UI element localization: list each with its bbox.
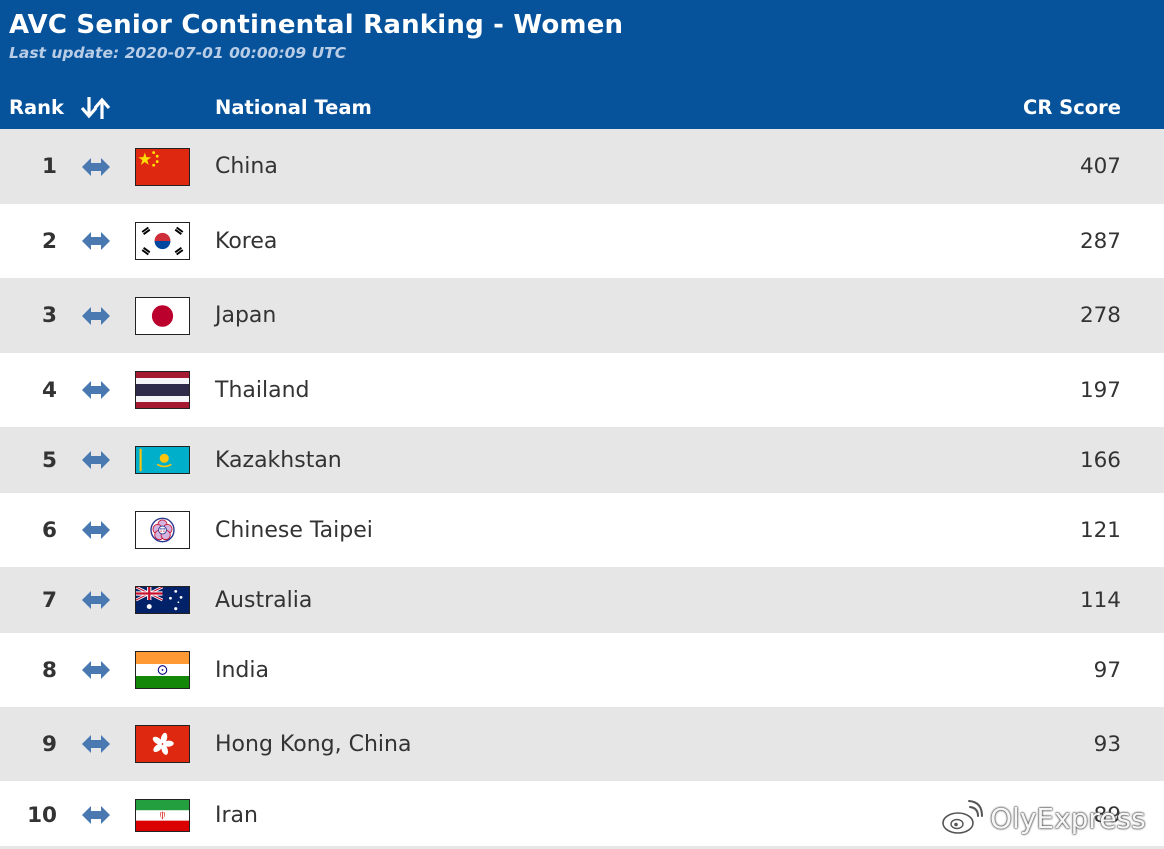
rank-cell: 10 <box>27 802 57 828</box>
team-name[interactable]: China <box>215 154 278 179</box>
score-cell: 166 <box>1079 447 1121 473</box>
rank-cell: 8 <box>42 657 57 683</box>
korea-flag-icon <box>135 222 190 260</box>
team-name[interactable]: Japan <box>215 303 277 328</box>
last-update-text: Last update: 2020-07-01 00:00:09 UTC <box>9 44 347 62</box>
table-row[interactable]: 1 China 407 <box>0 129 1164 204</box>
table-row[interactable]: 4 Thailand 197 <box>0 353 1164 427</box>
no-change-arrows-icon <box>82 806 110 824</box>
ranking-table: 1 China 407 2 Korea <box>0 129 1164 849</box>
watermark: OlyExpress <box>940 798 1146 838</box>
header-bar: AVC Senior Continental Ranking - Women L… <box>0 0 1164 129</box>
table-row[interactable]: 6 Chinese Taipei 121 <box>0 493 1164 567</box>
no-change-arrows-icon <box>82 157 110 176</box>
table-row[interactable]: 5 Kazakhstan 166 <box>0 427 1164 493</box>
china-flag-icon <box>135 147 190 186</box>
table-row[interactable]: 2 Korea 287 <box>0 204 1164 278</box>
score-cell: 121 <box>1079 517 1121 543</box>
score-cell: 197 <box>1079 377 1121 403</box>
sort-arrows-icon[interactable] <box>80 93 112 123</box>
column-header-team[interactable]: National Team <box>215 96 372 119</box>
australia-flag-icon <box>135 586 190 614</box>
score-cell: 407 <box>1079 154 1121 179</box>
no-change-arrows-icon <box>82 306 110 325</box>
score-cell: 114 <box>1079 587 1121 613</box>
rank-cell: 4 <box>42 377 57 403</box>
india-flag-icon <box>135 651 190 689</box>
iran-flag-icon <box>135 799 190 832</box>
column-header-score[interactable]: CR Score <box>1023 96 1121 119</box>
no-change-arrows-icon <box>82 451 110 469</box>
page-title: AVC Senior Continental Ranking - Women <box>9 10 624 40</box>
no-change-arrows-icon <box>82 381 110 399</box>
weibo-logo-icon <box>942 800 983 834</box>
table-bottom-border <box>0 846 1164 849</box>
team-name[interactable]: Thailand <box>215 377 310 403</box>
table-row[interactable]: 9 Hong Kong, China 93 <box>0 707 1164 781</box>
rank-cell: 5 <box>42 447 57 473</box>
score-cell: 287 <box>1079 228 1121 254</box>
rank-cell: 6 <box>42 517 57 543</box>
rank-cell: 7 <box>42 587 57 613</box>
rank-cell: 9 <box>42 731 57 757</box>
table-row[interactable]: 8 India 97 <box>0 633 1164 707</box>
score-cell: 93 <box>1093 731 1121 757</box>
table-row[interactable]: 10 Iran 89 <box>0 781 1164 849</box>
no-change-arrows-icon <box>82 735 110 753</box>
no-change-arrows-icon <box>82 232 110 250</box>
score-cell: 97 <box>1093 657 1121 683</box>
rank-cell: 2 <box>42 228 57 254</box>
team-name[interactable]: Chinese Taipei <box>215 517 373 543</box>
no-change-arrows-icon <box>82 591 110 609</box>
score-cell: 278 <box>1079 303 1121 328</box>
watermark-text: OlyExpress <box>990 801 1146 835</box>
team-name[interactable]: Kazakhstan <box>215 447 342 473</box>
team-name[interactable]: Hong Kong, China <box>215 731 412 757</box>
team-name[interactable]: Iran <box>215 802 258 828</box>
team-name[interactable]: India <box>215 657 269 683</box>
column-header-rank[interactable]: Rank <box>9 96 65 119</box>
japan-flag-icon <box>135 296 190 335</box>
rank-cell: 3 <box>42 303 57 328</box>
team-name[interactable]: Korea <box>215 228 278 254</box>
chinese-taipei-flag-icon <box>135 511 190 549</box>
no-change-arrows-icon <box>82 521 110 539</box>
thailand-flag-icon <box>135 371 190 409</box>
rank-cell: 1 <box>42 154 57 179</box>
kazakhstan-flag-icon <box>135 446 190 474</box>
team-name[interactable]: Australia <box>215 587 313 613</box>
hong-kong-flag-icon <box>135 725 190 763</box>
table-row[interactable]: 7 Australia 114 <box>0 567 1164 633</box>
table-row[interactable]: 3 Japan 278 <box>0 278 1164 353</box>
no-change-arrows-icon <box>82 661 110 679</box>
score-cell: 89 <box>1093 802 1121 828</box>
